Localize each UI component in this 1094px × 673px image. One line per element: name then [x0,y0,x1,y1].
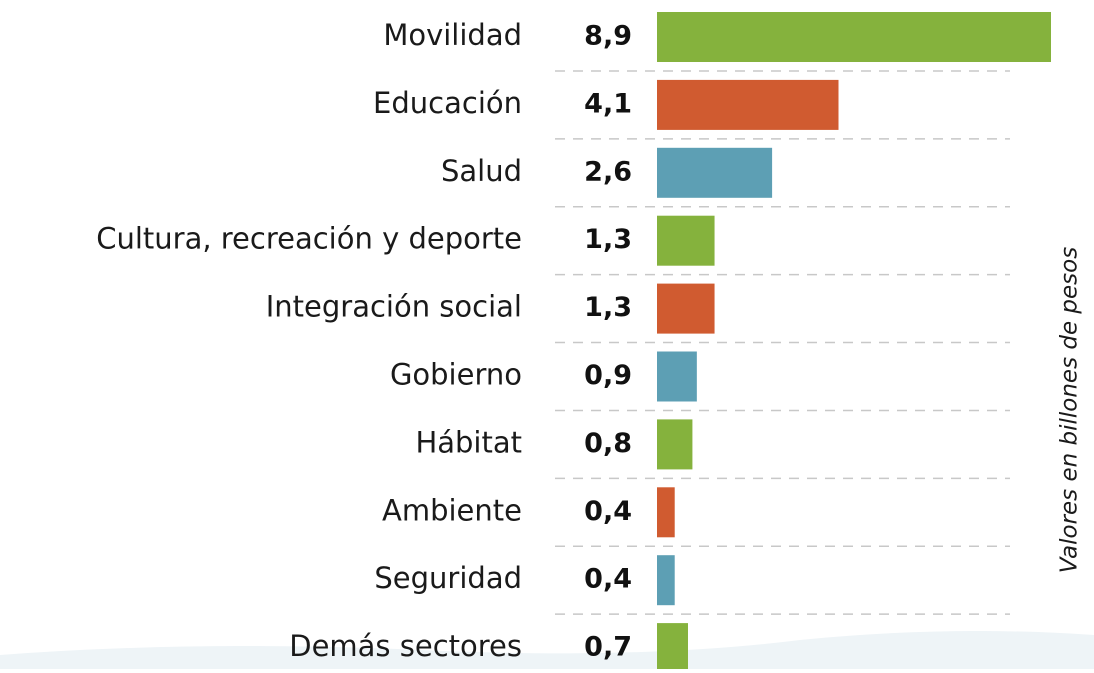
value-label: 2,6 [584,156,632,187]
value-label: 0,8 [584,428,632,459]
category-label: Integración social [266,290,522,324]
bar [657,623,688,673]
bar [657,215,715,266]
value-label: 0,9 [584,360,632,391]
bar [657,147,773,198]
category-label: Hábitat [415,425,522,459]
category-label: Demás sectores [289,629,522,663]
bar [657,12,1051,62]
value-label: 0,4 [584,496,632,527]
value-label: 8,9 [584,21,632,52]
value-label: 1,3 [584,224,632,255]
background-decoration [0,631,1094,669]
bar [657,555,675,606]
bar [657,283,715,334]
category-label: Seguridad [374,561,522,595]
bar [657,351,697,402]
category-label: Educación [373,86,522,120]
value-label: 1,3 [584,292,632,323]
category-label: Salud [441,154,522,188]
category-label: Gobierno [390,358,522,392]
bar [657,487,675,538]
value-label: 4,1 [584,88,632,119]
value-label: 0,4 [584,564,632,595]
category-label: Cultura, recreación y deporte [96,222,522,256]
axis-label: Valores en billones de pesos [1057,247,1083,573]
bar [657,79,839,130]
bar [657,419,693,470]
category-label: Movilidad [383,18,522,52]
category-label: Ambiente [382,493,522,527]
value-label: 0,7 [584,632,632,663]
